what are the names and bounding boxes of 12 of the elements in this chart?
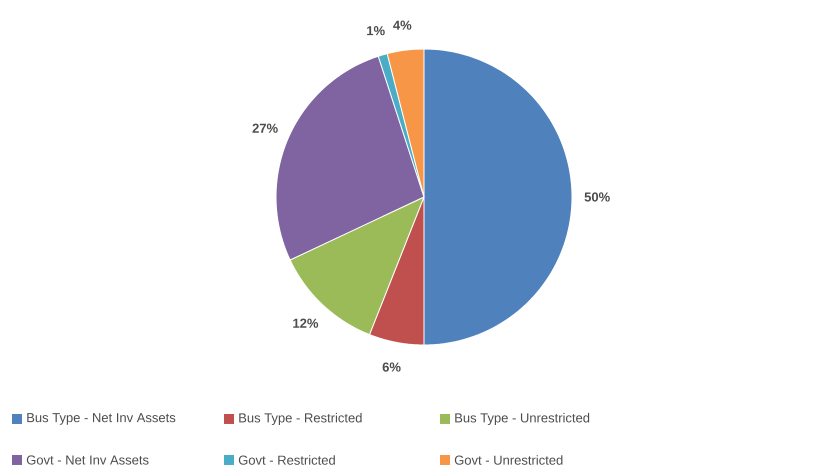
legend-label: Govt - Restricted	[238, 455, 335, 465]
data-label: 27%	[252, 124, 278, 133]
legend-label: Govt - Unrestricted	[454, 455, 562, 465]
data-label: 12%	[293, 318, 318, 328]
legend-label: Bus Type - Net Inv Assets	[27, 413, 176, 425]
legend-label: Bus Type - Unrestricted	[455, 412, 590, 426]
legend-label: Bus Type - Restricted	[239, 412, 362, 426]
data-label: 50%	[584, 192, 610, 202]
data-label: 1%	[367, 26, 385, 36]
data-label: 6%	[382, 362, 401, 372]
legend-label: Govt - Net Inv Assets	[26, 455, 149, 465]
data-label: 4%	[393, 20, 412, 30]
